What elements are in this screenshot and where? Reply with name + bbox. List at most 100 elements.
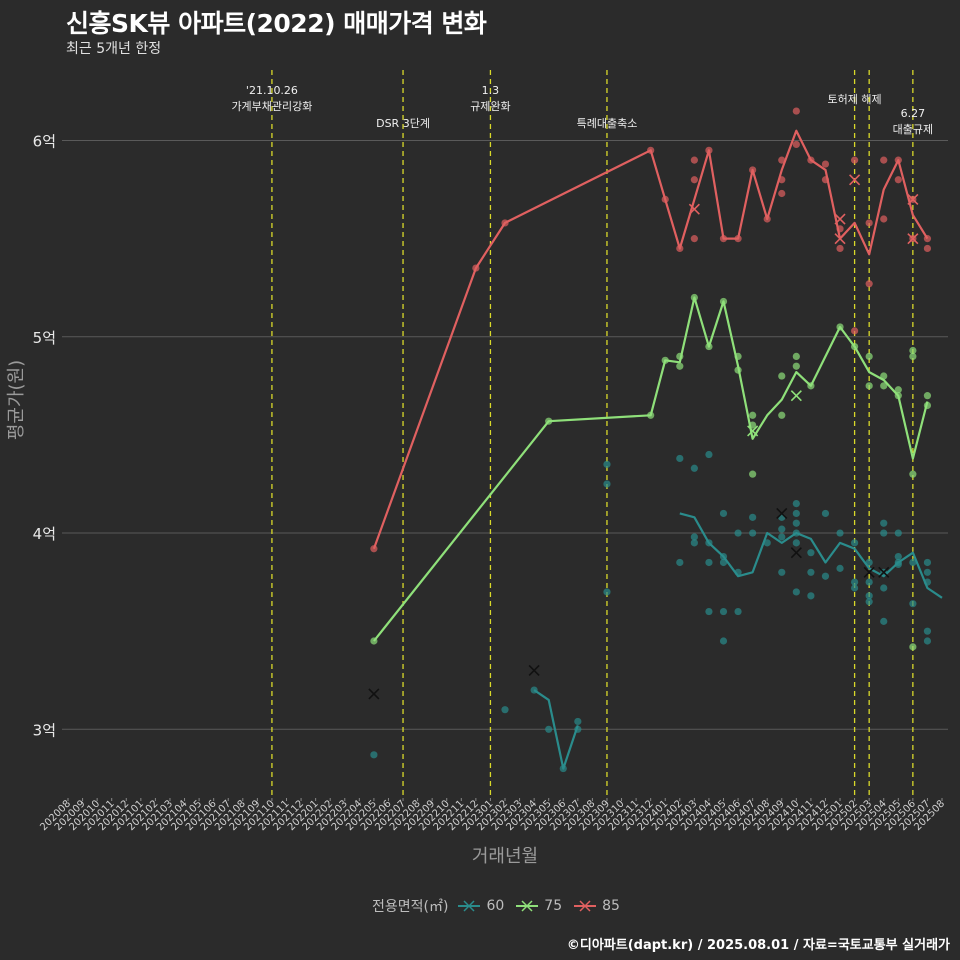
point-75 (676, 362, 684, 370)
y-axis-label: 평균가(원) (6, 360, 27, 440)
x-mark-85 (834, 233, 846, 245)
point-60 (909, 558, 917, 567)
x-mark-60 (878, 566, 890, 578)
point-60 (690, 533, 698, 541)
x-mark-60 (528, 664, 540, 676)
legend-label-60: 60 (486, 898, 505, 914)
point-75 (880, 382, 888, 390)
legend-label-75: 75 (544, 898, 563, 914)
point-60 (865, 592, 873, 600)
point-60 (763, 539, 771, 547)
x-mark-85 (849, 174, 861, 186)
point-75 (909, 470, 917, 478)
x-mark-60 (368, 688, 380, 700)
point-75 (778, 372, 786, 380)
point-60 (749, 513, 757, 521)
point-85 (836, 244, 844, 253)
event-label: 규제완화 (470, 100, 510, 113)
point-60 (836, 529, 844, 537)
x-mark-75 (747, 425, 759, 437)
point-75 (909, 643, 917, 651)
x-mark-60 (776, 507, 788, 519)
point-60 (603, 460, 611, 468)
legend-key-75-icon (516, 900, 539, 912)
point-85 (792, 140, 800, 149)
x-mark-85 (688, 203, 700, 215)
legend-item-85: 85 (572, 898, 620, 914)
x-mark-60 (863, 566, 875, 578)
point-85 (880, 156, 888, 164)
y-tick-label: 4억 (33, 525, 56, 543)
point-60 (923, 637, 932, 645)
point-60 (792, 519, 800, 527)
point-60 (719, 637, 728, 645)
point-60 (894, 529, 902, 537)
point-85 (690, 176, 698, 184)
event-label: 특례대출축소 (577, 117, 638, 130)
point-75 (923, 392, 932, 400)
legend-key-85-icon (574, 900, 597, 912)
legend-label-85: 85 (602, 898, 620, 914)
legend: 전용면적(㎡) 60 75 85 (372, 896, 630, 916)
legend-title: 전용면적(㎡) (372, 899, 449, 915)
point-60 (792, 588, 800, 596)
series-line-75 (373, 296, 929, 642)
point-75 (792, 352, 800, 360)
point-60 (778, 525, 786, 533)
point-85 (792, 107, 800, 115)
point-60 (865, 578, 873, 586)
y-tick-label: 6억 (33, 133, 56, 151)
point-75 (909, 352, 917, 360)
point-60 (865, 598, 873, 606)
series-line-85 (372, 129, 929, 550)
point-60 (734, 607, 742, 616)
point-60 (923, 627, 932, 635)
point-60 (807, 549, 815, 557)
legend-item-75: 75 (514, 898, 562, 914)
x-mark-85 (907, 193, 919, 205)
credit-text: ©디아파트(dapt.kr) / 2025.08.01 / 자료=국토교통부 실… (566, 938, 950, 953)
point-60 (603, 480, 611, 488)
point-60 (778, 533, 786, 541)
chart-title: 신흥SK뷰 아파트(2022) 매매가격 변화 (66, 9, 487, 38)
point-75 (865, 382, 873, 390)
point-75 (749, 411, 757, 419)
point-60 (880, 519, 888, 527)
point-60 (778, 568, 786, 576)
point-60 (749, 529, 757, 537)
point-60 (923, 558, 932, 567)
event-label: 6.27 (901, 107, 926, 120)
point-60 (923, 568, 932, 576)
point-60 (792, 509, 800, 518)
point-60 (676, 558, 684, 567)
point-85 (894, 176, 902, 184)
point-85 (690, 156, 698, 164)
x-mark-85 (907, 233, 919, 245)
point-60 (807, 568, 815, 576)
point-60 (792, 539, 800, 547)
y-tick-label: 3억 (33, 721, 56, 739)
legend-item-60: 60 (456, 898, 504, 914)
point-60 (370, 751, 378, 759)
event-label: 대출규제 (893, 123, 933, 136)
point-60 (821, 572, 830, 580)
point-85 (851, 156, 859, 164)
point-60 (880, 529, 888, 537)
point-60 (807, 592, 815, 600)
point-75 (865, 352, 873, 360)
point-60 (545, 725, 553, 733)
point-60 (894, 552, 902, 561)
series-line-60 (533, 512, 943, 770)
point-60 (690, 539, 698, 547)
point-85 (851, 327, 859, 335)
point-60 (705, 558, 713, 567)
point-85 (778, 156, 786, 164)
x-mark-60 (790, 547, 802, 559)
point-85 (690, 235, 698, 243)
point-60 (705, 450, 713, 459)
point-60 (501, 706, 509, 714)
event-label: '21.10.26 (246, 84, 298, 97)
x-mark-85 (834, 213, 846, 225)
point-85 (865, 219, 873, 227)
